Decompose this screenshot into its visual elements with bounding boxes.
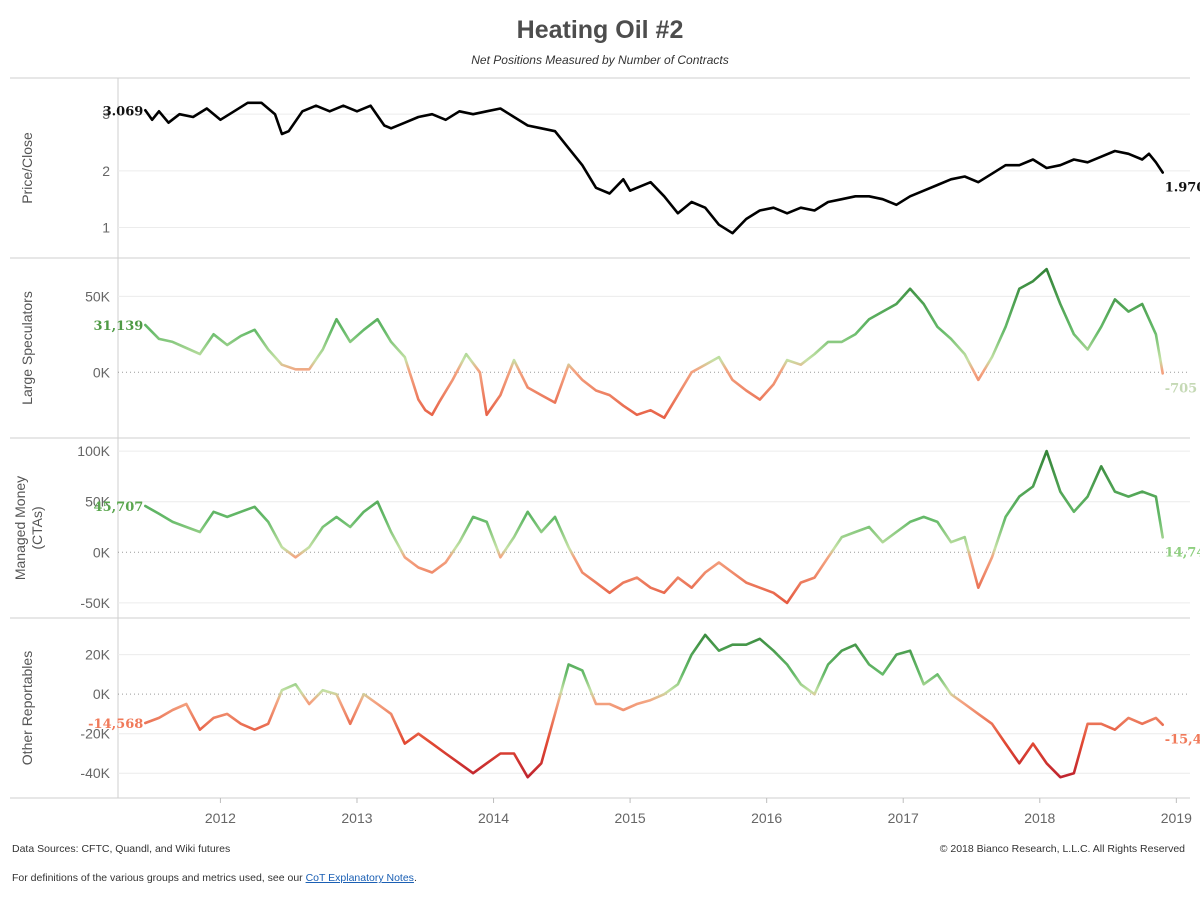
y-axis-title: Other Reportables [19, 651, 35, 765]
series-line [144, 449, 1164, 605]
y-tick-label: 0K [93, 686, 111, 702]
end-value-label: -705 [1165, 381, 1198, 396]
series-line [144, 267, 1164, 420]
y-axis-title-line: Managed Money [12, 476, 28, 580]
y-tick-label: 3 [102, 106, 110, 122]
y-tick-label: 50K [85, 494, 111, 510]
definitions-suffix: . [413, 872, 417, 884]
x-tick-label: 2016 [751, 810, 782, 826]
chart-subtitle: Net Positions Measured by Number of Cont… [471, 53, 729, 67]
x-tick-label: 2018 [1024, 810, 1055, 826]
chart-title: Heating Oil #2 [516, 16, 684, 44]
data-sources-note: Data Sources: CFTC, Quandl, and Wiki fut… [12, 843, 231, 855]
y-tick-label: -50K [80, 595, 110, 611]
series-line [144, 101, 1164, 235]
x-tick-label: 2015 [615, 810, 646, 826]
y-tick-label: -40K [80, 765, 110, 781]
start-value-label: 3.069 [103, 104, 144, 119]
x-tick-label: 2012 [205, 810, 236, 826]
y-axis-title: Large Speculators [19, 291, 35, 405]
definitions-note: For definitions of the various groups an… [12, 872, 417, 884]
start-value-label: 31,139 [94, 319, 144, 334]
y-axis-title-line: (CTAs) [29, 506, 45, 549]
y-tick-label: 0K [93, 544, 111, 560]
end-value-label: -15,445 [1165, 733, 1200, 748]
start-value-label: -14,568 [88, 717, 143, 732]
y-tick-label: 100K [77, 443, 110, 459]
end-value-label: 14,740 [1165, 545, 1200, 560]
end-value-label: 1.970 [1165, 181, 1200, 196]
y-tick-label: -20K [80, 726, 110, 742]
x-tick-label: 2014 [478, 810, 509, 826]
x-tick-label: 2013 [341, 810, 372, 826]
x-tick-label: 2017 [888, 810, 919, 826]
y-tick-label: 50K [85, 288, 111, 304]
definitions-prefix: For definitions of the various groups an… [12, 872, 306, 884]
series-line [144, 633, 1164, 779]
cot-explanatory-notes-link[interactable]: CoT Explanatory Notes [305, 872, 414, 884]
chart-area: Price/Close 3 2 1 3.069 1.970 Large Speculator… [10, 77, 1200, 826]
start-value-label: 45,707 [94, 500, 144, 515]
y-axis-title: Managed Money(CTAs) [12, 476, 45, 580]
y-axis-title: Price/Close [19, 132, 35, 204]
copyright-note: © 2018 Bianco Research, L.L.C. All Right… [939, 843, 1185, 855]
y-tick-label: 20K [85, 647, 111, 663]
y-tick-label: 1 [102, 220, 110, 236]
y-tick-label: 0K [93, 364, 111, 380]
x-tick-label: 2019 [1161, 810, 1192, 826]
y-tick-label: 2 [102, 163, 110, 179]
